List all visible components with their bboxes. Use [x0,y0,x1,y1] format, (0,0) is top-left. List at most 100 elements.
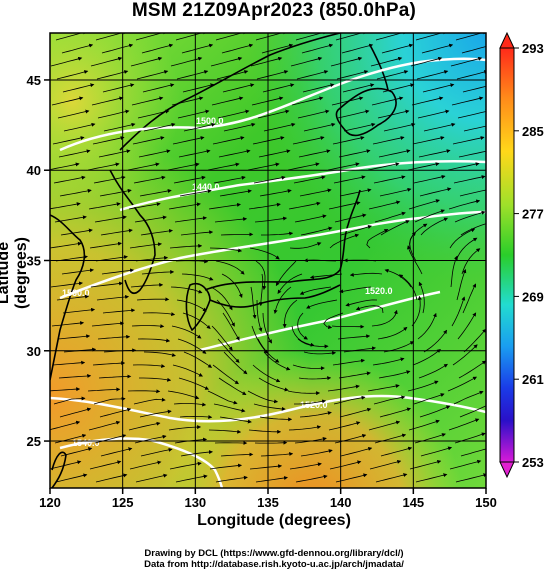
streamline [381,43,414,54]
streamline [423,122,456,132]
y-tick-label: 25 [27,434,41,449]
streamline [50,241,82,249]
streamline [455,473,486,483]
streamline [62,83,95,93]
streamline [453,175,486,184]
streamline [298,376,332,381]
streamline [248,429,282,434]
streamline [459,404,486,418]
streamline [127,389,161,394]
streamline [50,202,81,210]
streamline [375,473,408,483]
streamline [97,109,130,119]
streamline [461,46,486,54]
streamline [129,242,162,249]
streamline [418,281,425,314]
streamline [140,228,173,236]
streamline [300,449,333,457]
streamline [379,187,412,197]
streamline [170,286,203,294]
streamline [417,312,437,340]
streamline [90,56,123,67]
streamline [337,334,371,340]
streamline [59,407,92,418]
streamline [300,226,333,236]
streamline [412,349,441,366]
streamline [89,460,122,470]
streamline [102,308,136,314]
streamline [60,447,93,457]
streamline [377,326,408,340]
streamline [249,247,280,260]
colorbar-tick-label: 277 [522,207,544,222]
streamline [212,136,245,145]
streamline [334,434,367,444]
streamline [383,122,416,132]
streamline [367,162,400,171]
streamline [419,187,452,197]
streamline [456,268,467,301]
streamline [342,83,375,93]
streamline [218,149,251,158]
streamline [91,96,124,106]
streamline [455,237,478,262]
streamline [102,83,135,93]
streamline [134,434,167,444]
streamline [212,364,239,385]
streamline [87,162,120,171]
streamline [98,149,131,158]
streamline [259,189,292,197]
streamline [181,43,214,54]
streamline [97,334,131,340]
streamline [420,446,453,457]
streamline [169,243,203,249]
streamline [355,305,384,314]
x-tick-label: 120 [39,495,61,510]
streamline [172,364,204,377]
streamline [255,476,288,483]
streamline [100,228,133,236]
streamline [209,463,243,470]
streamline [261,43,294,54]
streamline [248,202,281,210]
streamline [370,56,403,67]
streamline [134,215,167,223]
streamline [379,407,412,418]
streamline [139,189,172,197]
streamline [254,440,288,445]
contour-label: 1520.0 [300,400,328,410]
streamline [293,175,326,184]
contour-labels: 1500.0 1440.0 1560.0 1520.0 1520.0 1540.… [62,116,393,448]
streamline [282,299,298,329]
streamline [343,346,376,353]
streamline [211,325,233,351]
streamline [208,202,241,210]
streamline [143,122,176,132]
streamline [130,56,163,67]
streamline [50,281,83,288]
streamline [408,199,440,210]
streamline [174,216,207,223]
streamline [256,70,289,80]
streamline [143,351,176,357]
contour-label: 1560.0 [62,288,90,298]
streamline [449,228,476,249]
streamline [452,344,478,366]
streamline [210,56,243,67]
streamline [92,361,126,366]
credit-line-1: Drawing by DCL (https://www.gfd-dennou.o… [144,548,404,559]
streamline [329,233,360,249]
streamline [175,33,208,41]
streamline [295,33,328,41]
streamline [173,175,206,184]
streamline [213,175,246,184]
streamline [131,324,165,329]
streamline [451,96,484,106]
streamline [129,460,162,470]
streamline [380,446,413,457]
streamline [207,162,240,171]
streamline [89,241,122,249]
streamline [334,213,367,223]
streamline [128,202,161,210]
